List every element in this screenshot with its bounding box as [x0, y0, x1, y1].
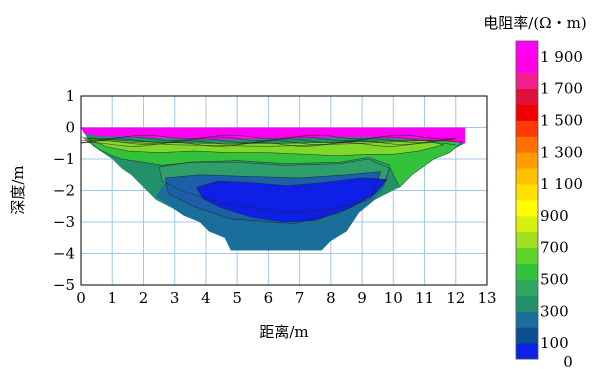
- colorbar-swatch: [516, 72, 538, 90]
- colorbar-swatch: [516, 263, 538, 280]
- colorbar-swatch: [516, 88, 538, 105]
- x-tick-label: 3: [170, 289, 180, 307]
- x-tick-label: 6: [264, 289, 274, 307]
- x-tick-label: 2: [139, 289, 149, 307]
- contour-line: [158, 157, 391, 213]
- colorbar-swatch: [516, 152, 538, 169]
- x-tick-label: 5: [232, 289, 242, 307]
- colorbar-swatch: [516, 41, 538, 58]
- x-tick-label: 8: [326, 289, 336, 307]
- colorbar-title: 电阻率/(Ω・m): [483, 14, 586, 32]
- x-axis-label: 距离/m: [259, 323, 308, 341]
- section-zone-low-resistivity-core: [196, 177, 388, 222]
- colorbar-label: 0: [563, 353, 573, 369]
- y-tick-label: −5: [53, 276, 75, 294]
- y-tick-label: −2: [53, 182, 75, 200]
- colorbar-swatches: [515, 40, 539, 360]
- colorbar-swatch: [516, 231, 538, 249]
- colorbar-label: 300: [540, 302, 569, 320]
- contour-line: [196, 177, 388, 223]
- contour-line-surface: [81, 140, 456, 145]
- colorbar-labels: 1 900 1 700 1 500 1 300 1 100 900 700 500 300 100…: [540, 48, 583, 369]
- contour-line: [87, 138, 444, 157]
- colorbar-label: 1 700: [540, 80, 583, 98]
- contour-line-surface: [81, 142, 456, 147]
- x-tick-label: 10: [384, 289, 403, 307]
- x-tick-label: 1: [107, 289, 117, 307]
- resistivity-section: [81, 127, 466, 251]
- contour-line: [164, 171, 382, 224]
- colorbar-label: 100: [540, 334, 569, 352]
- x-tick-label: 0: [76, 289, 86, 307]
- contour-line-surface: [81, 134, 456, 140]
- colorbar-swatch: [516, 136, 538, 153]
- x-tick-label: 4: [201, 289, 211, 307]
- colorbar-swatch: [516, 215, 538, 233]
- x-tick-label: 11: [415, 289, 434, 307]
- x-axis-tick-labels: 0 1 2 3 4 5 6 7 8 9 10 11 12 13: [76, 289, 496, 307]
- colorbar-swatch: [516, 56, 538, 74]
- y-tick-label: −3: [53, 213, 75, 231]
- colorbar-swatch: [516, 327, 538, 344]
- colorbar-label: 1 900: [540, 48, 583, 66]
- plot-frame: [80, 95, 488, 286]
- y-tick-label: −1: [53, 150, 75, 168]
- x-tick-label: 9: [357, 289, 367, 307]
- y-tick-label: −4: [53, 245, 75, 263]
- y-axis-tick-labels: 1 0 −1 −2 −3 −4 −5: [53, 87, 75, 294]
- colorbar-swatch: [516, 295, 538, 312]
- y-tick-label: 1: [65, 87, 75, 105]
- colorbar-swatch: [516, 184, 538, 201]
- y-tick-label: 0: [65, 119, 75, 137]
- colorbar-swatch: [516, 311, 538, 328]
- colorbar-frame: [515, 40, 539, 360]
- colorbar-label: 500: [540, 271, 569, 289]
- y-axis-label: 深度/m: [9, 165, 27, 214]
- colorbar-swatch: [516, 120, 538, 137]
- colorbar-label: 700: [540, 239, 569, 257]
- colorbar-label: 1 300: [540, 143, 583, 161]
- contour-line: [83, 138, 463, 188]
- colorbar-swatch: [516, 104, 538, 121]
- colorbar-swatch: [516, 200, 538, 217]
- colorbar-swatch: [516, 279, 538, 296]
- colorbar-label: 1 100: [540, 175, 583, 193]
- x-tick-label: 12: [446, 289, 465, 307]
- colorbar: 电阻率/(Ω・m) 1 900 1 700 1 500 1 300 1 100 900 70…: [483, 14, 586, 369]
- x-tick-label: 7: [295, 289, 305, 307]
- section-zone-surface-high-resistivity: [81, 127, 466, 144]
- colorbar-label: 1 500: [540, 112, 583, 130]
- colorbar-swatch: [516, 343, 538, 360]
- colorbar-label: 900: [540, 207, 569, 225]
- x-tick-label: 13: [477, 289, 496, 307]
- colorbar-swatch: [516, 247, 538, 264]
- colorbar-swatch: [516, 168, 538, 185]
- contour-lines: [81, 134, 463, 224]
